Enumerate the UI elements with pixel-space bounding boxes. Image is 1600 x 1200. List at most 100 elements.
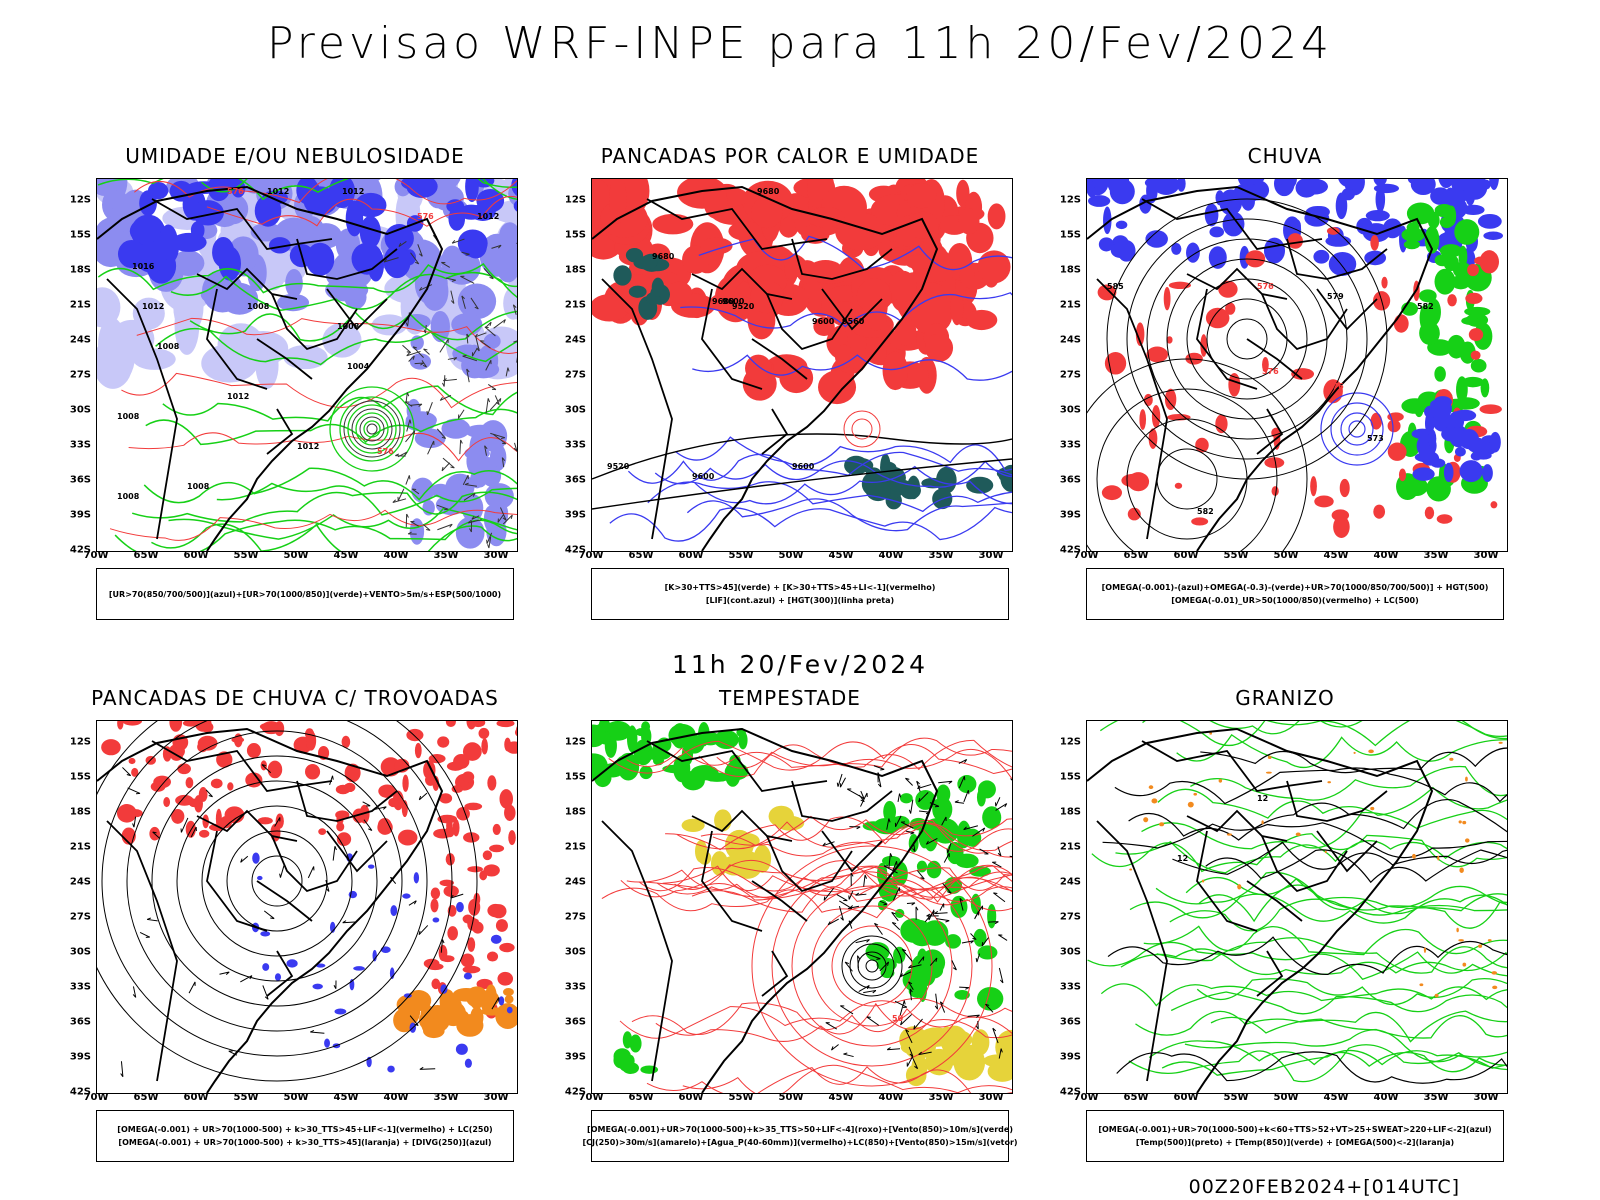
green-wind-area [592, 753, 606, 769]
green-cyclone-contour [347, 404, 397, 454]
longitude-tick-label: 35W [433, 1092, 459, 1103]
wind-vector [874, 922, 883, 935]
wind-vector [502, 514, 513, 525]
wind-vector [929, 957, 938, 966]
map-area [96, 720, 518, 1094]
wind-vector [463, 492, 476, 501]
longitude-axis: 70W 65W 60W 55W 50W 45W 40W 35W 30W [1074, 1092, 1506, 1106]
blue-divergence-area [413, 872, 420, 884]
longitude-axis: 70W 65W 60W 55W 50W 45W 40W 35W 30W [84, 550, 516, 564]
red-instability-area [818, 370, 857, 405]
red-rain-area [1373, 504, 1386, 519]
red-storm-area [461, 771, 475, 783]
red-storm-area [462, 914, 474, 924]
wind-vector [855, 939, 870, 944]
red-storm-area [341, 735, 351, 749]
red-storm-area [430, 898, 439, 913]
isobar-cyclone [359, 416, 385, 442]
green-wind-area [602, 763, 624, 778]
longitude-tick-label: 40W [383, 1092, 409, 1103]
lavender-humidity-area [242, 179, 267, 194]
latitude-tick-label: 24S [564, 334, 586, 346]
red-storm-area [462, 742, 482, 761]
streamline-arrow [261, 764, 272, 774]
blue-omega-area [1208, 246, 1227, 269]
red-rain-area [1097, 284, 1117, 301]
contour-label: 9600 [792, 462, 815, 471]
red-storm-area [437, 814, 458, 824]
streamline-arrow [152, 831, 160, 839]
wind-vector [417, 244, 423, 257]
longitude-tick-label: 70W [1073, 550, 1099, 561]
green-wind-area [915, 789, 936, 810]
blue-divergence-area [387, 1065, 395, 1073]
red-storm-area [439, 793, 453, 804]
wind-vector [501, 457, 506, 468]
red-water-contour [619, 998, 1012, 1039]
blue-humidity-area [359, 215, 381, 249]
wind-vector [846, 788, 861, 797]
red-rain-area [1370, 235, 1379, 251]
red-storm-area [208, 823, 226, 832]
green-omega-area [1461, 376, 1484, 388]
streamline-arrow [240, 975, 253, 983]
longitude-tick-label: 45W [333, 1092, 359, 1103]
red-storm-area [388, 797, 399, 808]
wind-vector [941, 816, 947, 826]
lavender-humidity-area [326, 264, 357, 288]
wind-vector [849, 826, 861, 830]
lavender-humidity-area [452, 315, 469, 331]
red-storm-area [336, 832, 352, 847]
red-thickness-contour [121, 372, 517, 409]
blue-divergence-area [402, 893, 411, 899]
wind-vector [972, 827, 986, 837]
blue-omega-area [1452, 416, 1462, 429]
yellow-jet-area [940, 1025, 969, 1058]
streamline-arrow [120, 1061, 124, 1078]
political-border [701, 288, 763, 390]
longitude-tick-label: 60W [678, 550, 704, 561]
lavender-humidity-area [285, 268, 303, 298]
red-rain-area [1424, 506, 1435, 520]
wind-vector [951, 960, 957, 971]
wind-vector [926, 913, 939, 917]
streamline-arrow [122, 767, 132, 777]
wind-vector [479, 340, 491, 349]
wind-vector [493, 319, 506, 329]
contour-label: 1008 [187, 482, 210, 491]
wind-vector [848, 890, 854, 900]
red-storm-area [131, 767, 139, 777]
lavender-humidity-area [467, 360, 500, 379]
latitude-tick-label: 42S [564, 544, 586, 556]
green-temp850-contour [1155, 871, 1507, 908]
blue-omega-area [1088, 195, 1111, 207]
wind-vector [891, 922, 901, 931]
wind-vector [411, 488, 420, 495]
wind-vector [471, 347, 478, 357]
latitude-tick-label: 33S [69, 439, 91, 451]
political-border [1096, 820, 1168, 1082]
wind-vector [886, 1047, 901, 1051]
red-storm-area [169, 721, 183, 732]
lc850-cyclone [849, 943, 895, 989]
streamline-arrow [450, 893, 464, 899]
lc850-cyclone [841, 935, 903, 997]
wind-vector [470, 297, 479, 310]
latitude-axis: 12S 15S 18S 21S 24S 27S 30S 33S 36S 39S 42S [50, 178, 94, 556]
wind-vector [494, 395, 500, 406]
green-temp850-contour [1128, 1044, 1507, 1083]
political-border [791, 780, 893, 822]
latitude-tick-label: 27S [1059, 369, 1081, 381]
longitude-tick-label: 30W [978, 1092, 1004, 1103]
longitude-tick-label: 70W [83, 550, 109, 561]
blue-omega-area [1365, 209, 1390, 222]
latitude-tick-label: 30S [564, 946, 586, 958]
yellow-jet-area [725, 829, 754, 861]
red-rain-area [1101, 485, 1123, 501]
panel-legend: [OMEGA(-0.001) + UR>70(1000-500) + k>30_… [96, 1110, 514, 1162]
latitude-tick-label: 15S [69, 771, 91, 783]
lavender-humidity-area [499, 222, 517, 251]
streamline-lc250 [151, 755, 403, 1007]
green-temp850-contour [1161, 1049, 1507, 1076]
contour-label: 1012 [142, 302, 164, 311]
